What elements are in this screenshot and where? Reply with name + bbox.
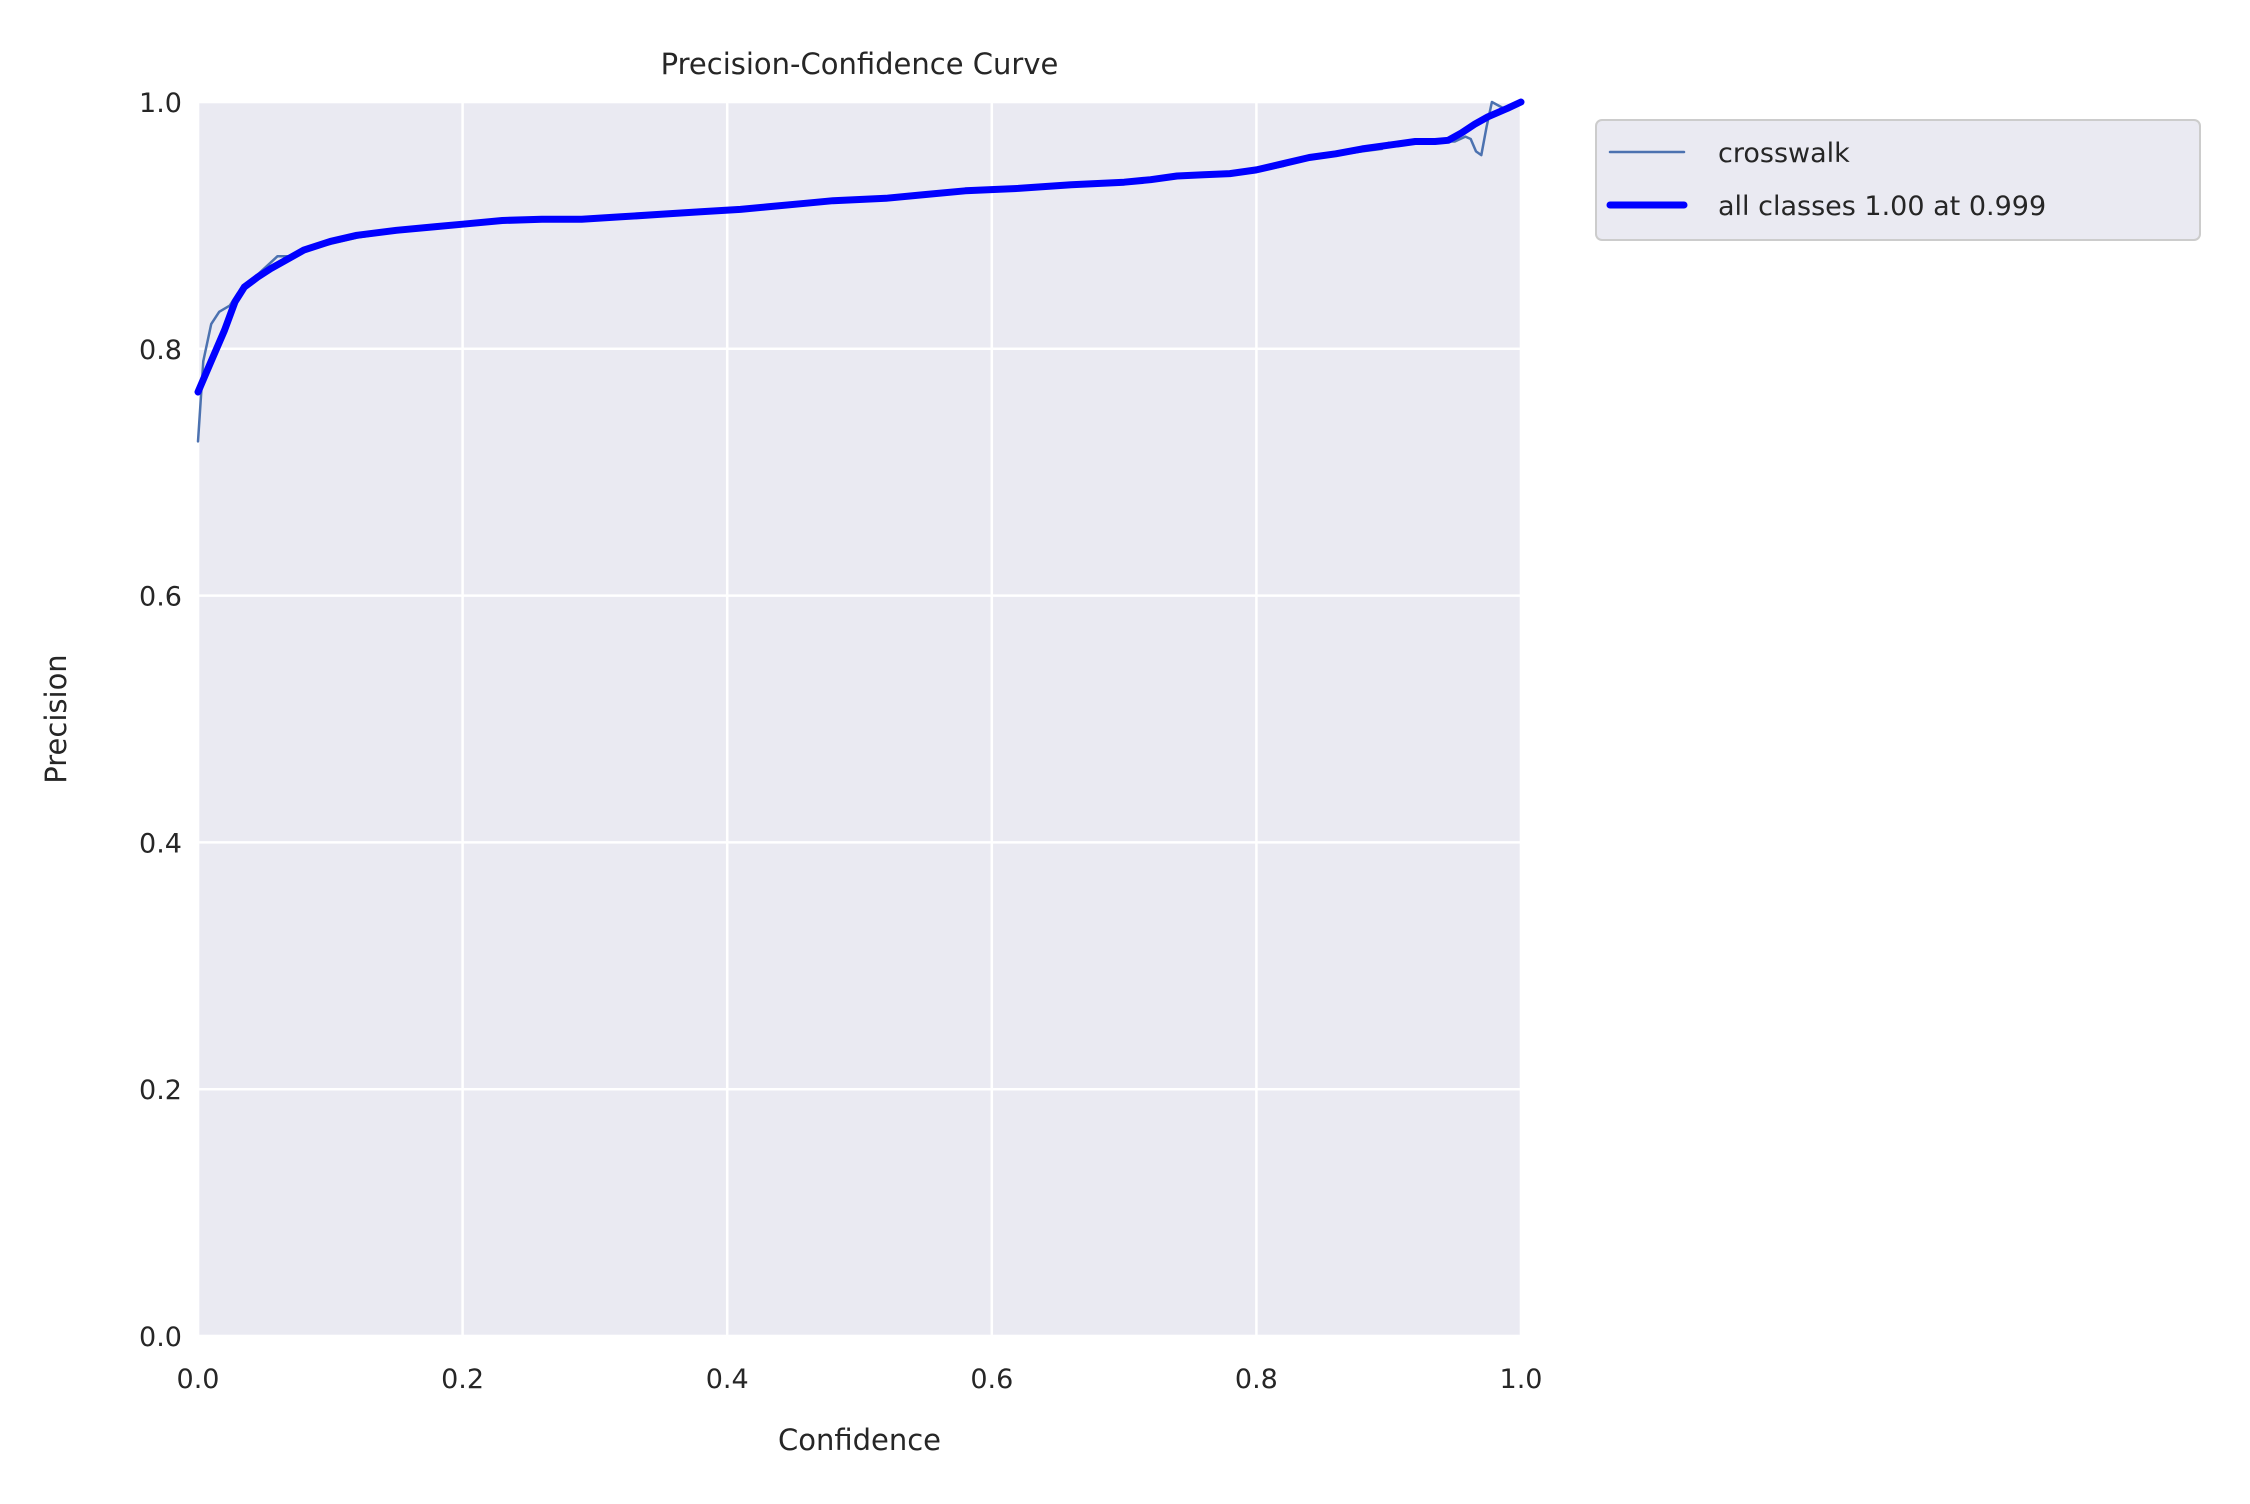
- x-tick-label-2: 0.4: [706, 1364, 749, 1395]
- y-tick-label-5: 1.0: [139, 88, 182, 119]
- series-line-all-classes: [194, 98, 1525, 396]
- legend-label-all-classes: all classes 1.00 at 0.999: [1718, 191, 2046, 222]
- y-tick-label-0: 0.0: [139, 1322, 182, 1353]
- grid-layer: [196, 100, 1523, 1338]
- x-axis-label: Confidence: [778, 1423, 941, 1457]
- y-tick-label-2: 0.4: [139, 828, 182, 859]
- chart-title: Precision-Confidence Curve: [661, 47, 1059, 81]
- y-axis-label: Precision: [39, 654, 73, 783]
- x-tick-label-5: 1.0: [1500, 1364, 1543, 1395]
- series-layer: [194, 98, 1525, 443]
- legend-box: [1595, 119, 2201, 241]
- legend: crosswalk all classes 1.00 at 0.999: [1595, 119, 2201, 241]
- x-tick-label-3: 0.6: [970, 1364, 1013, 1395]
- y-tick-label-1: 0.2: [139, 1075, 182, 1106]
- y-tick-label-3: 0.6: [139, 582, 182, 613]
- x-tick-label-0: 0.0: [177, 1364, 220, 1395]
- plot-area: [198, 102, 1521, 1336]
- y-tick-label-4: 0.8: [139, 335, 182, 366]
- legend-label-crosswalk: crosswalk: [1718, 138, 1850, 169]
- x-tick-label-4: 0.8: [1235, 1364, 1278, 1395]
- x-tick-label-1: 0.2: [441, 1364, 484, 1395]
- tick-label-layer: 0.0 0.2 0.4 0.6 0.8 1.0 0.0 0.2 0.4 0.6 0.8 1.0: [139, 88, 1542, 1395]
